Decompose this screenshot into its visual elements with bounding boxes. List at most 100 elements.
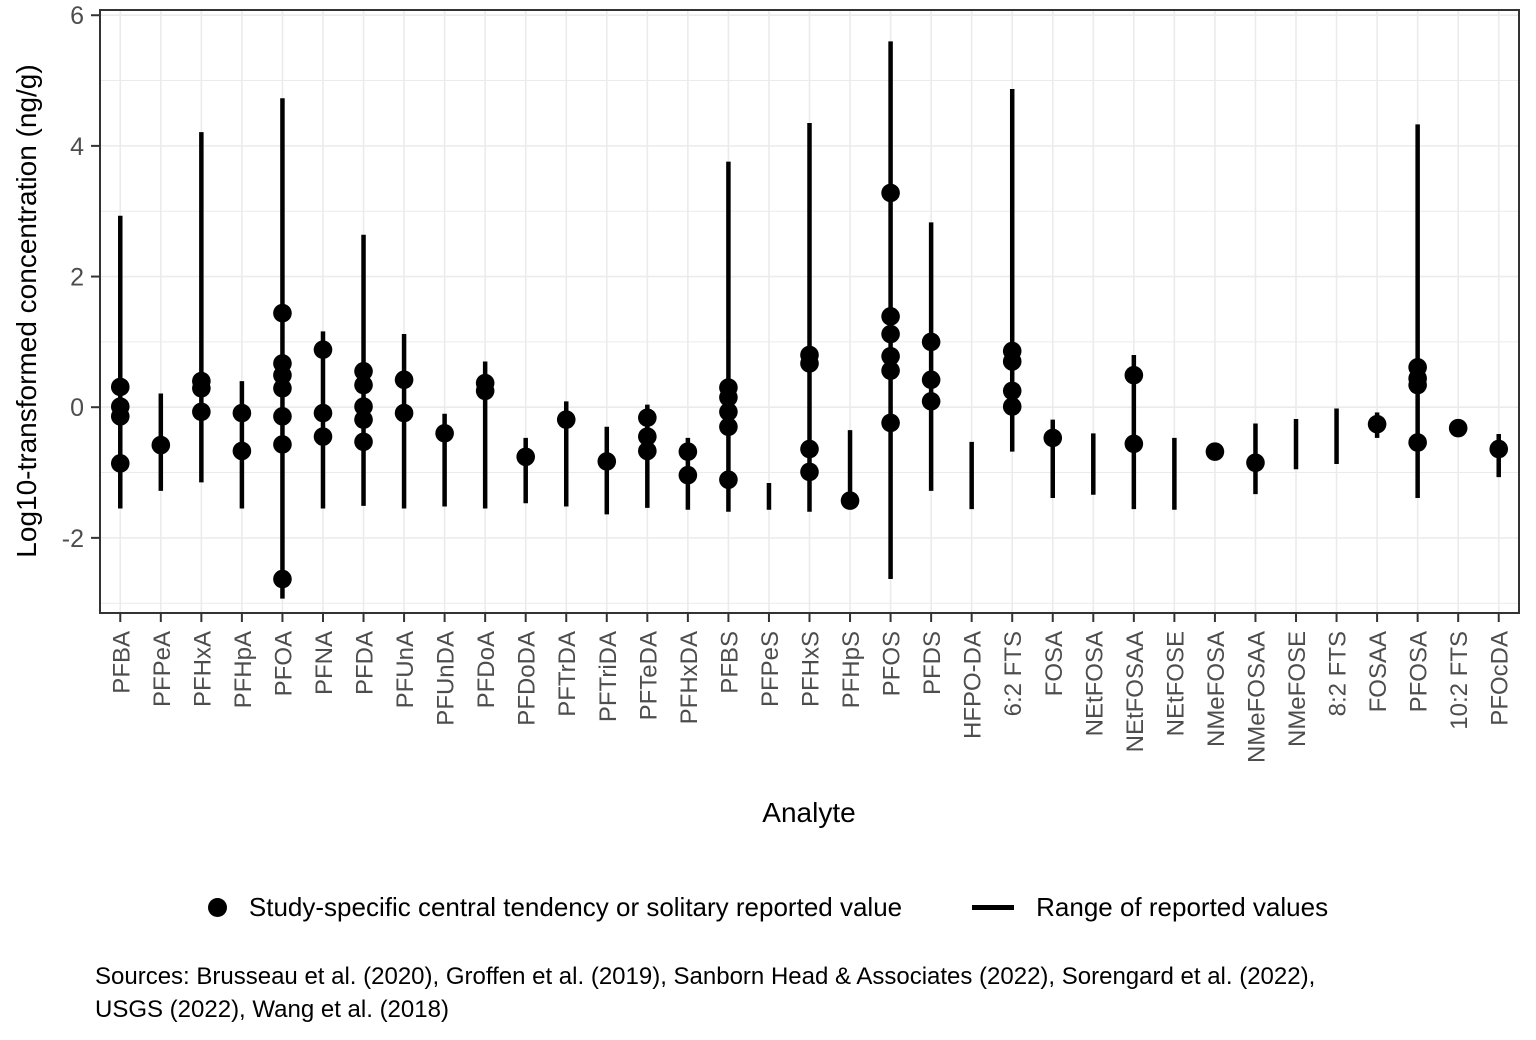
data-point [1367, 414, 1387, 434]
data-point [1124, 434, 1144, 454]
data-point [1002, 352, 1022, 371]
legend-point-label: Study-specific central tendency or solit… [248, 892, 903, 922]
legend-range-label: Range of reported values [1036, 892, 1329, 922]
data-point [1408, 375, 1427, 395]
data-point [1448, 418, 1468, 438]
data-point [110, 454, 130, 473]
data-point [475, 381, 495, 401]
x-tick-label: PFPeS [757, 631, 784, 707]
x-tick-label: PFDoDA [514, 631, 541, 726]
x-tick-label: NMeFOSAA [1243, 631, 1270, 763]
data-point [1043, 428, 1063, 448]
x-tick-label: NMeFOSA [1203, 631, 1230, 747]
data-point [273, 378, 292, 398]
data-point [394, 370, 414, 390]
data-point [354, 410, 373, 429]
y-axis-title: Log10-transformed concentration (ng/g) [11, 64, 42, 557]
data-point [1205, 442, 1225, 461]
data-point [313, 403, 333, 423]
data-point [273, 407, 292, 426]
data-point [110, 407, 130, 426]
data-point [556, 410, 576, 429]
data-point [273, 303, 292, 323]
data-point [719, 417, 738, 437]
data-point [719, 470, 738, 490]
data-point [1002, 381, 1022, 401]
data-point [394, 403, 414, 423]
data-point [881, 307, 900, 326]
data-point [719, 402, 738, 422]
data-point [151, 435, 171, 455]
data-point [800, 462, 819, 482]
data-point [1002, 397, 1022, 416]
x-tick-label: PFTeDA [635, 631, 662, 720]
data-point [638, 427, 657, 446]
data-point [435, 424, 454, 443]
x-tick-label: PFTrDA [554, 631, 581, 717]
x-tick-label: NMeFOSE [1284, 631, 1311, 747]
x-tick-label: PFUnDA [433, 631, 460, 726]
data-point [638, 408, 657, 427]
y-tick-label: -2 [62, 525, 84, 553]
x-tick-label: PFBA [108, 631, 135, 694]
x-tick-label: PFOcDA [1487, 631, 1514, 726]
x-tick-label: NEtFOSA [1081, 631, 1108, 736]
x-axis-title: Analyte [762, 797, 855, 828]
data-point [354, 375, 373, 395]
data-point [354, 361, 373, 381]
data-point [800, 439, 819, 459]
data-point [638, 441, 657, 461]
sources-line-2: USGS (2022), Wang et al. (2018) [95, 996, 449, 1023]
data-point [1489, 439, 1509, 459]
data-point [881, 361, 900, 380]
data-point [273, 435, 292, 454]
range-symbol-icon [972, 905, 1015, 910]
x-tick-label: 10:2 FTS [1446, 631, 1473, 730]
x-tick-label: PFDS [919, 631, 946, 695]
data-point [192, 402, 211, 422]
data-layer [110, 41, 1509, 599]
y-tick-label: 4 [70, 133, 84, 161]
data-point [840, 491, 860, 510]
data-point [1246, 453, 1265, 473]
data-point [1124, 365, 1144, 385]
data-point [881, 324, 900, 344]
y-tick-label: 2 [70, 264, 84, 292]
x-tick-label: PFOA [270, 631, 297, 696]
data-point [273, 365, 292, 385]
legend-item-points: Study-specific central tendency or solit… [207, 892, 903, 923]
plot-area: -2 0 2 4 6 PFBA PFPeA PFHxA PFHpA PFOA PFNA PFDA PFU… [11, 2, 1520, 828]
x-tick-label: PFDA [352, 631, 379, 695]
axis-layer: -2 0 2 4 6 PFBA PFPeA PFHxA PFHpA PFOA PFNA PFDA PFU… [62, 2, 1520, 763]
data-point [678, 465, 698, 485]
data-point [881, 183, 900, 203]
x-tick-label: PFHxA [189, 631, 216, 707]
x-tick-label: PFBS [716, 631, 743, 694]
x-tick-label: FOSA [1041, 631, 1068, 696]
data-point [800, 354, 819, 373]
x-tick-label: PFTriDA [595, 631, 622, 722]
x-tick-label: PFNA [311, 631, 338, 695]
data-point [881, 413, 900, 433]
data-point [597, 452, 617, 471]
data-point [678, 442, 698, 461]
data-point [881, 346, 900, 366]
x-tick-label: 6:2 FTS [1000, 631, 1027, 716]
data-point [1408, 433, 1427, 452]
x-tick-label: NEtFOSE [1162, 631, 1189, 736]
data-point [354, 432, 373, 452]
x-tick-label: PFOSA [1406, 631, 1433, 712]
data-point [921, 370, 941, 390]
sources-note: Sources: Brusseau et al. (2020), Groffen… [95, 960, 1515, 1026]
x-tick-label: PFHpS [838, 631, 865, 708]
data-point [110, 377, 130, 397]
x-tick-label: PFPeA [149, 631, 176, 707]
x-tick-label: PFHxS [798, 631, 825, 707]
data-point [313, 340, 333, 360]
y-tick-label: 6 [70, 2, 84, 30]
data-point [273, 569, 292, 589]
data-point [516, 447, 535, 467]
y-tick-label: 0 [70, 394, 84, 422]
x-tick-label: PFUnA [392, 631, 419, 708]
